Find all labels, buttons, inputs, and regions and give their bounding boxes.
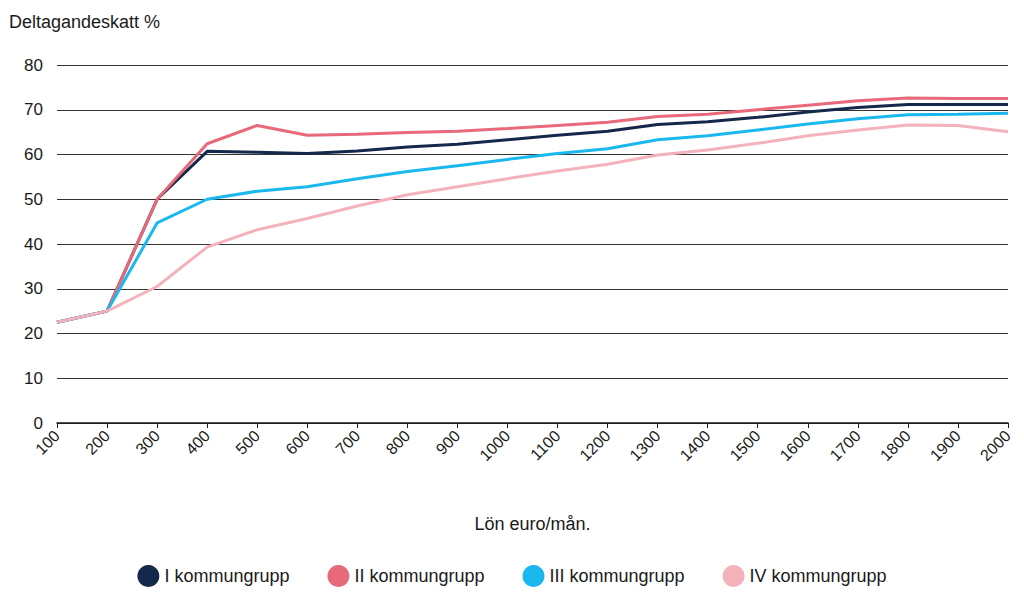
svg-text:600: 600 bbox=[282, 427, 313, 458]
svg-text:1600: 1600 bbox=[777, 427, 814, 464]
svg-text:1300: 1300 bbox=[626, 427, 663, 464]
svg-text:1500: 1500 bbox=[727, 427, 764, 464]
svg-text:1700: 1700 bbox=[827, 427, 864, 464]
svg-text:Deltagandeskatt %: Deltagandeskatt % bbox=[9, 12, 160, 32]
svg-text:0: 0 bbox=[34, 414, 43, 433]
svg-text:30: 30 bbox=[24, 279, 43, 298]
svg-text:40: 40 bbox=[24, 235, 43, 254]
svg-text:1200: 1200 bbox=[576, 427, 613, 464]
svg-text:900: 900 bbox=[433, 427, 464, 458]
svg-text:100: 100 bbox=[32, 427, 63, 458]
svg-text:500: 500 bbox=[232, 427, 263, 458]
svg-text:1900: 1900 bbox=[927, 427, 964, 464]
svg-text:2000: 2000 bbox=[977, 427, 1014, 464]
svg-text:Lön euro/mån.: Lön euro/mån. bbox=[474, 514, 590, 534]
svg-text:60: 60 bbox=[24, 145, 43, 164]
svg-text:II kommungrupp: II kommungrupp bbox=[354, 566, 484, 586]
svg-text:800: 800 bbox=[382, 427, 413, 458]
svg-text:700: 700 bbox=[332, 427, 363, 458]
svg-text:I kommungrupp: I kommungrupp bbox=[164, 566, 289, 586]
svg-text:70: 70 bbox=[24, 100, 43, 119]
svg-text:1100: 1100 bbox=[527, 427, 563, 463]
svg-text:1800: 1800 bbox=[877, 427, 914, 464]
svg-text:300: 300 bbox=[132, 427, 163, 458]
svg-text:IV kommungrupp: IV kommungrupp bbox=[750, 566, 887, 586]
svg-text:III kommungrupp: III kommungrupp bbox=[549, 566, 684, 586]
svg-text:400: 400 bbox=[182, 427, 213, 458]
svg-text:1400: 1400 bbox=[677, 427, 714, 464]
svg-text:10: 10 bbox=[24, 369, 43, 388]
svg-text:1000: 1000 bbox=[476, 427, 513, 464]
svg-text:80: 80 bbox=[24, 56, 43, 75]
svg-text:200: 200 bbox=[82, 427, 113, 458]
svg-text:50: 50 bbox=[24, 190, 43, 209]
svg-text:20: 20 bbox=[24, 324, 43, 343]
